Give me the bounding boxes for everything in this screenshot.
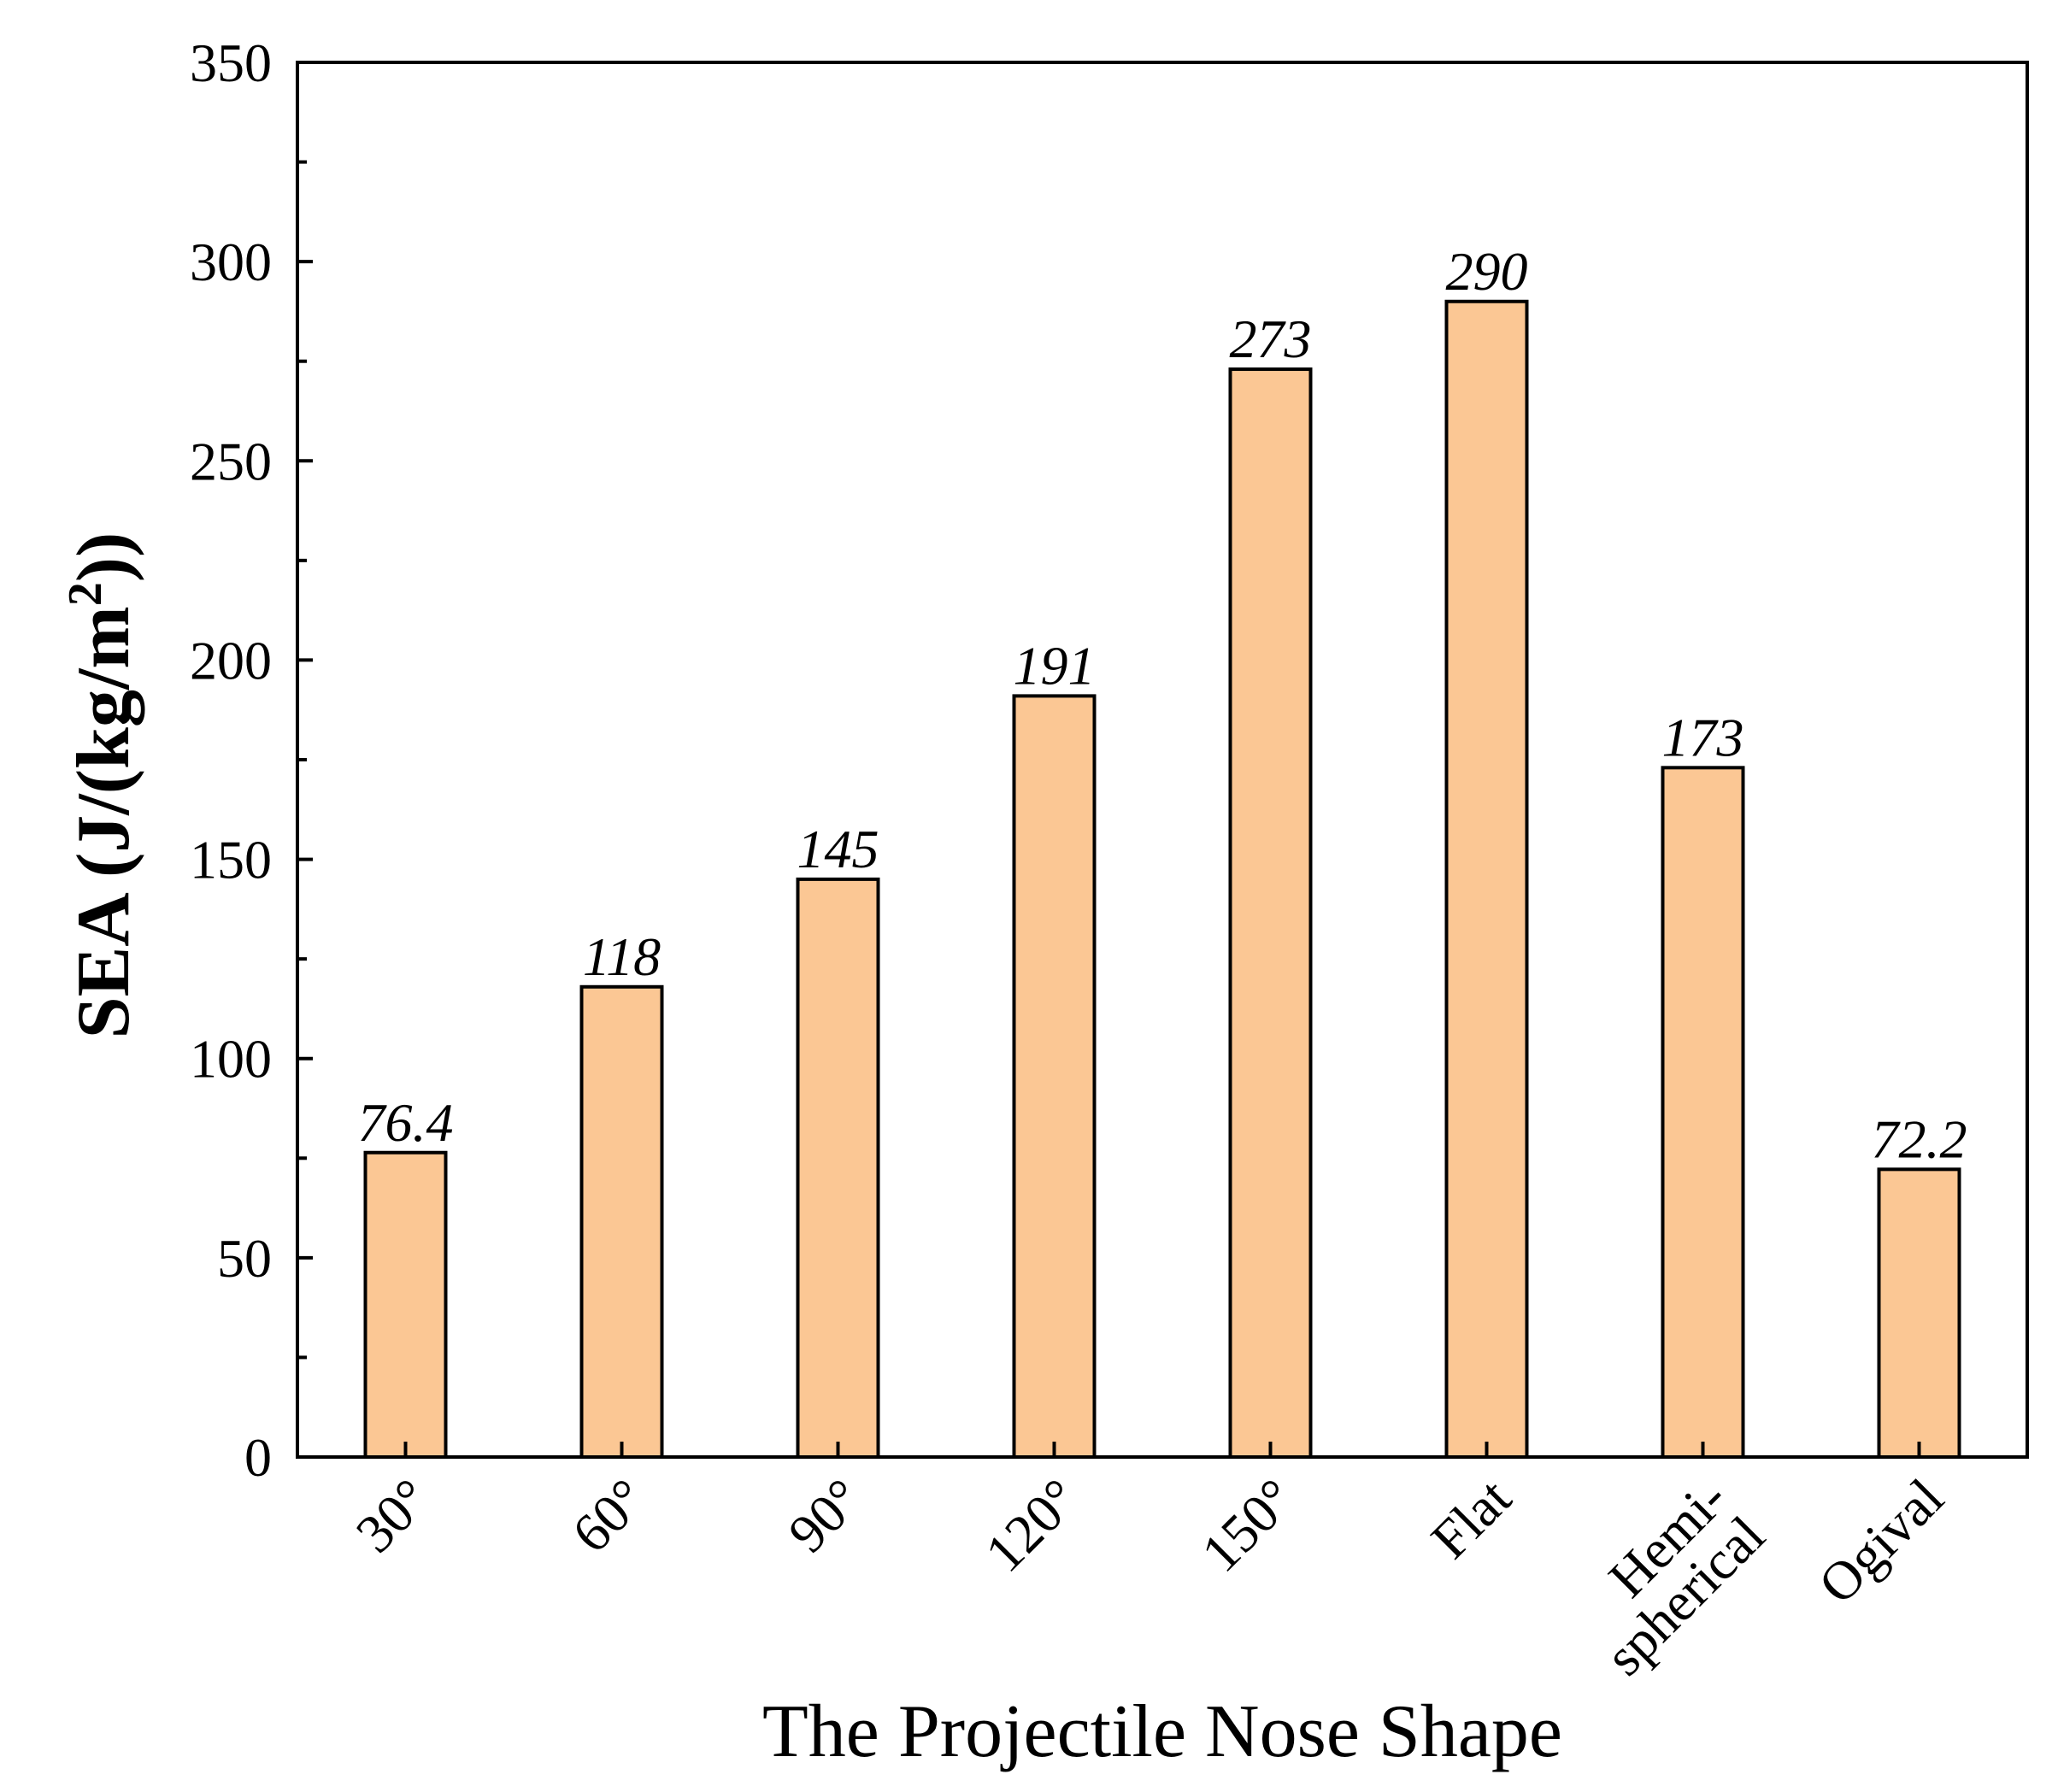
x-tick-label: Hemi-spherical <box>1556 1467 1776 1687</box>
x-tick-label: Flat <box>1420 1467 1523 1571</box>
bar <box>363 1150 448 1459</box>
data-label: 72.2 <box>1872 1108 1967 1169</box>
bar <box>1012 694 1097 1459</box>
y-tick-label: 150 <box>190 830 272 890</box>
y-axis-title-superscript: 2 <box>59 582 112 606</box>
data-label: 273 <box>1230 308 1312 369</box>
x-tick-label: Ogival <box>1807 1467 1955 1615</box>
x-tick-label: 30° <box>344 1467 442 1565</box>
y-tick-label: 100 <box>190 1029 272 1090</box>
bar <box>1444 299 1529 1459</box>
data-label: 118 <box>583 926 661 987</box>
y-tick-label: 250 <box>190 431 272 491</box>
data-label: 173 <box>1662 707 1744 767</box>
bars-layer <box>363 299 1961 1459</box>
x-tick-label: 150° <box>1190 1467 1306 1583</box>
plot-frame <box>296 61 2029 1459</box>
y-tick-label: 300 <box>190 232 272 292</box>
data-label: 76.4 <box>358 1092 454 1153</box>
x-tick-label: 60° <box>561 1467 658 1565</box>
bar <box>1661 766 1745 1459</box>
bar <box>1877 1167 1961 1459</box>
y-tick-label: 0 <box>244 1427 272 1488</box>
x-axis-title: The Projectile Nose Shape <box>762 1690 1562 1773</box>
x-tick-label: 90° <box>777 1467 874 1565</box>
y-axis: 0 50 100 150 200 250 300 350 <box>190 32 313 1488</box>
bar <box>796 877 880 1459</box>
data-label: 191 <box>1014 635 1096 696</box>
y-axis-title-tail: )) <box>62 532 145 583</box>
y-tick-label: 50 <box>217 1228 272 1289</box>
y-axis-title: SEA (J/(kg/m2)) <box>59 532 145 1039</box>
y-tick-label: 200 <box>190 630 272 690</box>
data-label: 290 <box>1446 241 1528 302</box>
data-labels-layer: 76.4 118 145 191 273 290 173 72.2 <box>358 241 1967 1170</box>
bar <box>579 984 664 1459</box>
data-label: 145 <box>797 819 879 879</box>
y-tick-label: 350 <box>190 32 272 93</box>
y-axis-title-main: SEA (J/(kg/m <box>62 606 145 1038</box>
x-tick-label: 120° <box>973 1467 1090 1583</box>
bar <box>1228 367 1313 1459</box>
x-axis: 30° 60° 90° 120° 150° Flat Hemi-spherical Ogiva… <box>344 1442 1955 1687</box>
